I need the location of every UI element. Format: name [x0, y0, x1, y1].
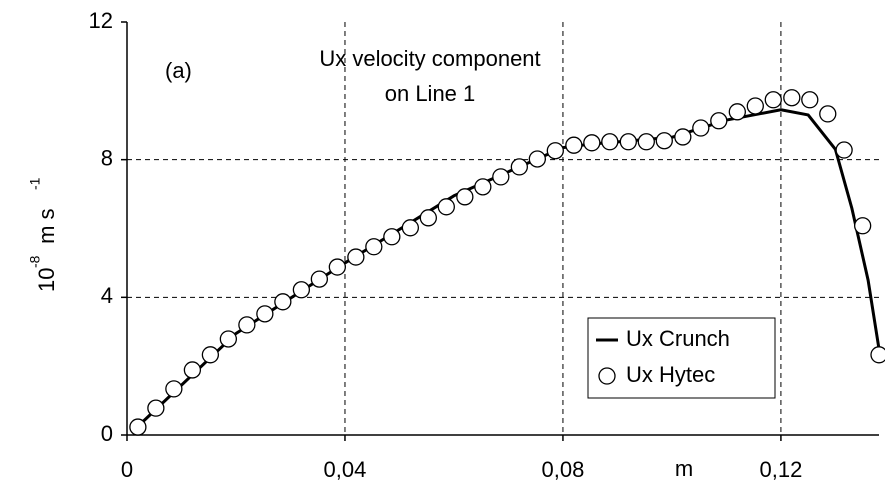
marker — [801, 91, 819, 109]
marker — [601, 133, 619, 151]
marker — [546, 142, 564, 160]
x-tick-label: 0,08 — [542, 457, 585, 482]
x-tick-label: 0 — [121, 457, 133, 482]
annotation: (a) — [165, 58, 192, 83]
marker — [274, 293, 292, 311]
legend-label: Ux Hytec — [626, 362, 715, 387]
y-axis-label: 10 -8 m s -1 — [27, 177, 59, 292]
x-tick-label: 0,04 — [324, 457, 367, 482]
marker — [565, 136, 583, 154]
legend-box — [587, 317, 776, 399]
marker — [692, 119, 710, 137]
y-label-base: 10 — [34, 268, 59, 292]
marker — [528, 150, 546, 168]
y-label-exp: -8 — [27, 255, 43, 268]
marker — [492, 168, 510, 186]
marker — [746, 97, 764, 115]
legend-label: Ux Crunch — [626, 326, 730, 351]
chart-title: Ux velocity component — [319, 46, 540, 71]
marker — [854, 217, 872, 235]
chart-title: on Line 1 — [385, 81, 476, 106]
marker — [310, 270, 329, 288]
y-tick-label: 8 — [101, 145, 113, 170]
marker — [256, 305, 274, 323]
y-label-unit: m s — [34, 208, 59, 250]
marker — [619, 133, 637, 151]
marker — [219, 330, 238, 348]
marker — [292, 281, 311, 299]
y-tick-label: 12 — [89, 8, 113, 33]
marker — [238, 316, 256, 334]
marker — [819, 105, 837, 123]
marker — [674, 128, 692, 146]
marker — [637, 133, 655, 151]
marker — [510, 158, 528, 176]
x-axis-label: m — [675, 456, 693, 481]
marker — [783, 89, 801, 107]
marker — [365, 238, 383, 256]
marker — [456, 188, 474, 206]
y-tick-label: 4 — [101, 283, 113, 308]
marker — [474, 178, 492, 196]
marker — [655, 132, 673, 150]
marker — [401, 219, 420, 237]
marker — [583, 134, 601, 152]
marker — [183, 361, 202, 379]
marker — [764, 91, 782, 109]
marker — [201, 346, 220, 364]
marker — [383, 228, 401, 246]
marker — [870, 346, 885, 364]
marker — [419, 209, 437, 227]
y-tick-label: 0 — [101, 421, 113, 446]
marker — [710, 112, 728, 130]
x-tick-label: 0,12 — [759, 457, 802, 482]
marker — [147, 399, 165, 417]
marker — [437, 198, 455, 216]
marker — [728, 103, 746, 121]
marker — [328, 258, 346, 276]
marker — [129, 418, 147, 436]
marker — [347, 248, 365, 266]
marker — [835, 141, 853, 159]
marker — [165, 380, 183, 398]
y-label-unit-exp: -1 — [27, 177, 43, 190]
legend-swatch — [598, 367, 616, 385]
